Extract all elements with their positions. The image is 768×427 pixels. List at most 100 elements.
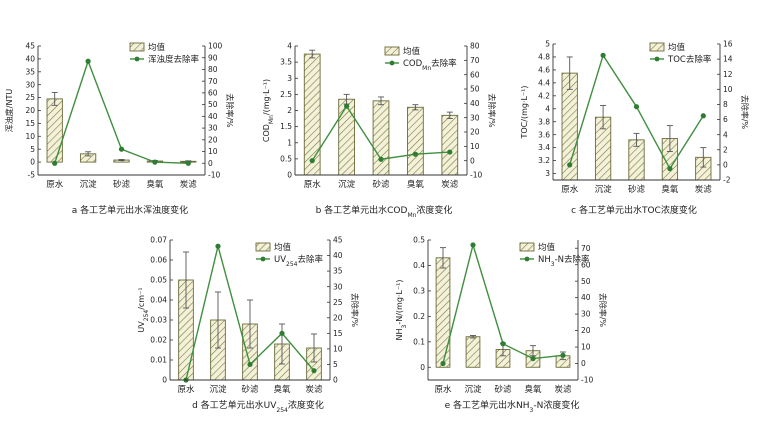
right-tick-label-e: 70 [581,244,591,253]
legend-marker-d [260,256,266,262]
right-tick-label-e: 50 [581,277,591,286]
right-axis-title-e: 去除率/% [598,293,608,328]
legend-bar-label-c: 均值 [668,42,686,53]
right-tick-label-d: 5 [333,360,338,369]
removal-point-e-4 [560,352,566,358]
left-tick-label-b: 1.5 [280,122,292,131]
left-tick-label-b: 2 [287,106,292,115]
left-tick-label-b: 0 [287,171,292,180]
category-label-d-1: 沉淀 [209,384,227,395]
removal-point-b-2 [378,156,384,162]
left-tick-label-d: 0.02 [150,336,167,345]
category-label-c-0: 原水 [561,184,579,195]
removal-point-a-0 [52,160,58,166]
right-tick-label-e: 10 [581,343,591,352]
left-tick-label-b: 4 [287,42,292,51]
left-tick-label-d: 0.04 [150,296,167,305]
right-tick-label-b: 50 [470,85,480,94]
legend-bar-label-b: 均值 [403,46,421,57]
left-tick-label-b: 3 [287,74,292,83]
bar-a-0 [46,98,63,163]
right-tick-label-a: 100 [208,42,223,51]
legend-bar-swatch-c [649,42,665,52]
chart-panel-d: 0 0.01 0.02 0.03 0.04 0.05 0.06 0.07 0 5 10 15 20 25 3… [137,236,360,414]
right-tick-label-b: 60 [470,70,480,79]
right-tick-label-d: 15 [333,329,343,338]
legend-marker-a [134,56,140,62]
right-axis-title-d: 去除率/% [350,293,360,328]
removal-point-d-2 [247,361,253,368]
removal-point-e-1 [470,242,476,248]
legend-line-label-a: 浑浊度去除率 [148,54,200,65]
left-axis-title-e: NH3-N/(mg·L⁻¹) [395,280,408,341]
right-tick-label-c: 14 [723,55,733,64]
removal-point-a-1 [85,58,91,64]
right-tick-label-a: 10 [208,147,218,156]
left-tick-label-e: 0 [420,363,425,372]
category-label-b-3: 臭氧 [407,179,425,190]
right-tick-label-d: 25 [333,298,343,307]
category-label-c-1: 沉淀 [595,184,613,195]
removal-point-b-3 [412,151,418,157]
left-tick-label-a: 35 [25,67,35,76]
right-tick-label-a: 60 [208,89,218,98]
panel-caption-d: d 各工艺单元出水UV254浓度变化 [192,399,324,414]
left-tick-label-d: 0.01 [150,356,167,365]
right-tick-label-c: 0 [723,160,728,169]
right-tick-label-c: 10 [723,85,733,94]
left-tick-label-c: 4 [545,104,550,113]
left-tick-label-a: 15 [25,119,35,128]
right-tick-label-a: 90 [208,53,218,62]
removal-point-c-0 [567,162,573,168]
removal-point-b-0 [309,158,315,164]
left-tick-label-e: 0.4 [413,261,425,270]
panel-caption-a: a 各工艺单元出水浑浊度变化 [72,204,188,216]
left-tick-label-e: 0.3 [413,287,425,296]
right-axis-title-c: 去除率/% [740,95,750,130]
right-tick-label-b: 30 [470,113,480,122]
left-tick-label-c: 4.6 [538,66,550,75]
legend-line-label-d: UV254去除率 [274,254,324,268]
removal-point-c-1 [600,52,606,58]
right-tick-label-b: -10 [470,171,482,180]
right-tick-label-c: 4 [723,130,728,139]
legend-bar-label-e: 均值 [538,242,556,253]
removal-point-d-4 [311,368,317,374]
removal-point-e-2 [500,341,506,347]
legend-bar-label-d: 均值 [274,242,292,253]
right-tick-label-c: -2 [723,176,731,185]
removal-point-c-2 [633,104,640,110]
right-tick-label-a: 50 [208,100,218,109]
left-tick-label-d: 0.03 [150,316,167,325]
right-tick-label-e: 0 [581,359,586,368]
legend-line-label-b: CODMn去除率 [403,58,457,72]
chart-panel-b: 0 0.5 1 1.5 2 2.5 3 3.5 4 -10 0 10 20 30 40 50 60 70 80 原水 沉… [262,42,497,219]
left-tick-label-c: 4.8 [538,53,550,62]
right-tick-label-a: 30 [208,124,218,133]
right-tick-label-a: 70 [208,77,218,86]
category-label-d-4: 炭滤 [305,384,323,395]
right-tick-label-e: 60 [581,260,591,269]
legend-bar-swatch-b [384,46,400,56]
left-tick-label-c: 5 [545,40,550,49]
category-label-d-3: 臭氧 [273,384,291,395]
right-tick-label-c: 6 [723,115,728,124]
left-tick-label-a: 10 [25,132,35,141]
left-tick-label-d: 0 [162,376,167,385]
left-tick-label-a: 40 [25,55,35,64]
left-tick-label-a: 30 [25,80,35,89]
panel-caption-b: b 各工艺单元出水CODMn浓度变化 [316,204,453,219]
bar-e-0 [435,257,451,368]
legend-line-label-e: NH3-N去除率 [538,254,590,268]
right-tick-label-c: 2 [723,145,728,154]
bar-b-4 [441,114,459,176]
left-tick-label-c: 3.8 [538,117,550,126]
left-axis-title-d: UV254/cm⁻¹ [137,287,150,332]
left-axis-title-b: CODMn/(mg·L⁻¹) [262,79,275,142]
right-tick-label-e: 30 [581,310,591,319]
left-tick-label-e: 0.2 [413,312,425,321]
legend-line-label-c: TOC去除率 [667,54,712,65]
